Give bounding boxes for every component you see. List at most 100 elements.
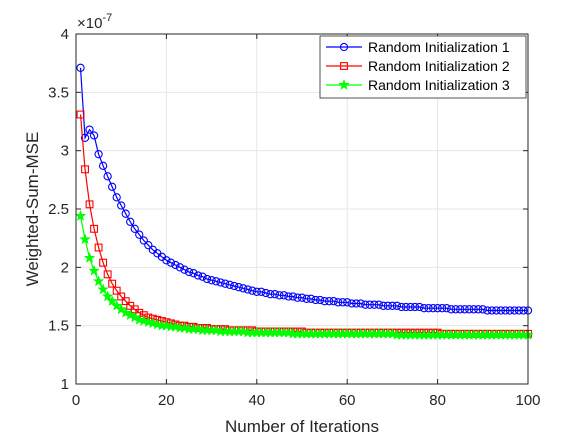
- legend-entry-2: Random Initialization 2: [326, 58, 510, 74]
- series-1-point: [94, 150, 103, 159]
- series-1-point: [492, 306, 501, 315]
- series-1-point: [306, 294, 316, 303]
- series-1-point: [334, 298, 343, 307]
- series-1-point: [80, 133, 90, 142]
- series-1-point: [288, 292, 298, 301]
- series-1-point: [302, 294, 311, 303]
- series-2-point: [103, 270, 112, 279]
- series-3: [74, 209, 534, 340]
- series-1-point: [117, 201, 126, 210]
- series-1-point: [198, 272, 207, 281]
- series-1: [76, 63, 533, 315]
- series-1-point: [370, 300, 379, 309]
- series-1-point: [261, 288, 270, 298]
- legend-marker: [339, 42, 349, 52]
- series-1-point: [456, 305, 465, 314]
- series-1-point: [519, 306, 528, 315]
- series-1-point: [144, 241, 153, 250]
- series-1-point: [379, 301, 388, 310]
- series-1-point: [460, 305, 469, 314]
- series-1-point: [487, 306, 496, 315]
- series-1-point: [505, 306, 515, 315]
- series-2-point: [85, 200, 94, 209]
- series-1-point: [126, 217, 135, 226]
- x-tick-label: 40: [248, 392, 265, 409]
- series-1-point: [474, 305, 483, 314]
- series-1-point: [297, 293, 307, 302]
- series-2-point: [94, 243, 103, 252]
- series-1-point: [275, 291, 284, 300]
- series-3-point: [74, 209, 87, 221]
- series-1-point: [180, 265, 189, 274]
- series-1-point: [89, 131, 99, 140]
- series-1-line: [79, 67, 528, 312]
- series-1-point: [419, 304, 429, 313]
- series-1-point: [343, 298, 352, 307]
- series-1-point: [225, 280, 234, 289]
- series-1-point: [428, 304, 438, 313]
- series-1-point: [121, 209, 130, 218]
- series-1-point: [193, 271, 203, 280]
- series-1-point: [202, 274, 212, 284]
- series-1-point: [329, 297, 338, 306]
- y-tick-label: 4: [61, 26, 69, 43]
- series-1-point: [175, 263, 185, 272]
- y-exponent-base: ×10: [77, 15, 102, 32]
- series-1-point: [257, 287, 266, 296]
- y-exponent-power: -7: [102, 12, 112, 24]
- y-tick-label: 2: [61, 259, 69, 276]
- series-1-point: [270, 290, 280, 299]
- x-tick-labels: 0 20 40 60 80 100: [72, 392, 541, 409]
- series-2-point: [112, 286, 121, 295]
- legend-box: [319, 35, 527, 99]
- x-tick-label: 100: [515, 392, 540, 409]
- series-1-point: [266, 290, 275, 299]
- series-1-point: [415, 302, 424, 312]
- legend-label: Random Initialization 3: [368, 77, 510, 93]
- series-1-point: [315, 295, 325, 305]
- series-1-point: [392, 301, 402, 310]
- series-1-point: [388, 301, 397, 310]
- series-1-point: [139, 236, 148, 245]
- series-1-point: [162, 256, 171, 265]
- series-1-point: [311, 295, 320, 305]
- series-1-point: [243, 285, 252, 294]
- series-3-point: [101, 290, 114, 302]
- series-1-point: [189, 269, 198, 278]
- series-1-point: [352, 299, 361, 308]
- series-1-point: [433, 304, 442, 313]
- series-1-point: [424, 304, 433, 313]
- x-axis-label: Number of Iterations: [225, 417, 379, 436]
- series-1-point: [442, 304, 451, 313]
- series-layer: [74, 63, 534, 340]
- series-1-point: [248, 286, 257, 295]
- series-2-point: [81, 165, 89, 174]
- series-1-point: [279, 291, 289, 300]
- series-3-point: [83, 251, 96, 263]
- series-1-point: [211, 277, 221, 286]
- series-3-point: [88, 264, 100, 276]
- legend-marker: [340, 62, 348, 70]
- series-1-point: [216, 278, 225, 287]
- series-1-point: [510, 306, 519, 315]
- y-tick-label: 1: [61, 376, 69, 393]
- series-2-point: [76, 110, 85, 119]
- series-1-point: [135, 230, 144, 239]
- series-2-point: [121, 297, 130, 306]
- series-1-point: [284, 292, 293, 301]
- y-exponent-label: ×10-7: [77, 12, 112, 32]
- series-1-point: [166, 258, 176, 267]
- legend: Random Initialization 1 Random Initializa…: [319, 35, 527, 99]
- series-1-point: [451, 305, 460, 314]
- series-1-point: [410, 302, 420, 312]
- series-1-point: [324, 297, 334, 306]
- series-2-point: [90, 224, 99, 233]
- series-1-point: [293, 293, 302, 302]
- series-1-point: [103, 172, 112, 181]
- series-1-point: [356, 299, 365, 308]
- series-1-point: [338, 298, 347, 307]
- series-1-point: [85, 125, 94, 134]
- legend-entry-1: Random Initialization 1: [326, 39, 510, 55]
- series-2-point: [108, 279, 117, 288]
